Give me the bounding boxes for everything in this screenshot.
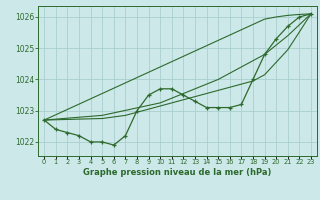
- X-axis label: Graphe pression niveau de la mer (hPa): Graphe pression niveau de la mer (hPa): [84, 168, 272, 177]
